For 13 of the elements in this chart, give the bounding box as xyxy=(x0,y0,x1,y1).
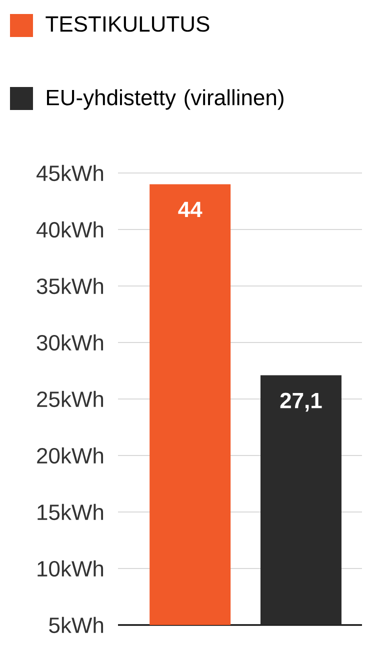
y-tick-label: 40kWh xyxy=(36,221,104,238)
data-label: 27,1 xyxy=(280,392,322,412)
data-label: 44 xyxy=(178,202,202,217)
y-tick-label: 20kWh xyxy=(37,447,104,464)
y-tick-label: 5kWh xyxy=(49,616,104,634)
y-tick-label: 10kWh xyxy=(38,560,104,577)
y-tick-label: 45kWh xyxy=(36,164,104,182)
y-tick-label: 15kWh xyxy=(38,504,104,520)
y-tick-label: 35kWh xyxy=(36,278,104,294)
y-tick-label: 25kWh xyxy=(37,390,104,408)
legend-label: TESTIKULUTUS xyxy=(46,16,210,32)
legend-label: EU-yhdistetty (virallinen) xyxy=(47,89,284,110)
y-tick-label: 30kWh xyxy=(36,334,104,351)
